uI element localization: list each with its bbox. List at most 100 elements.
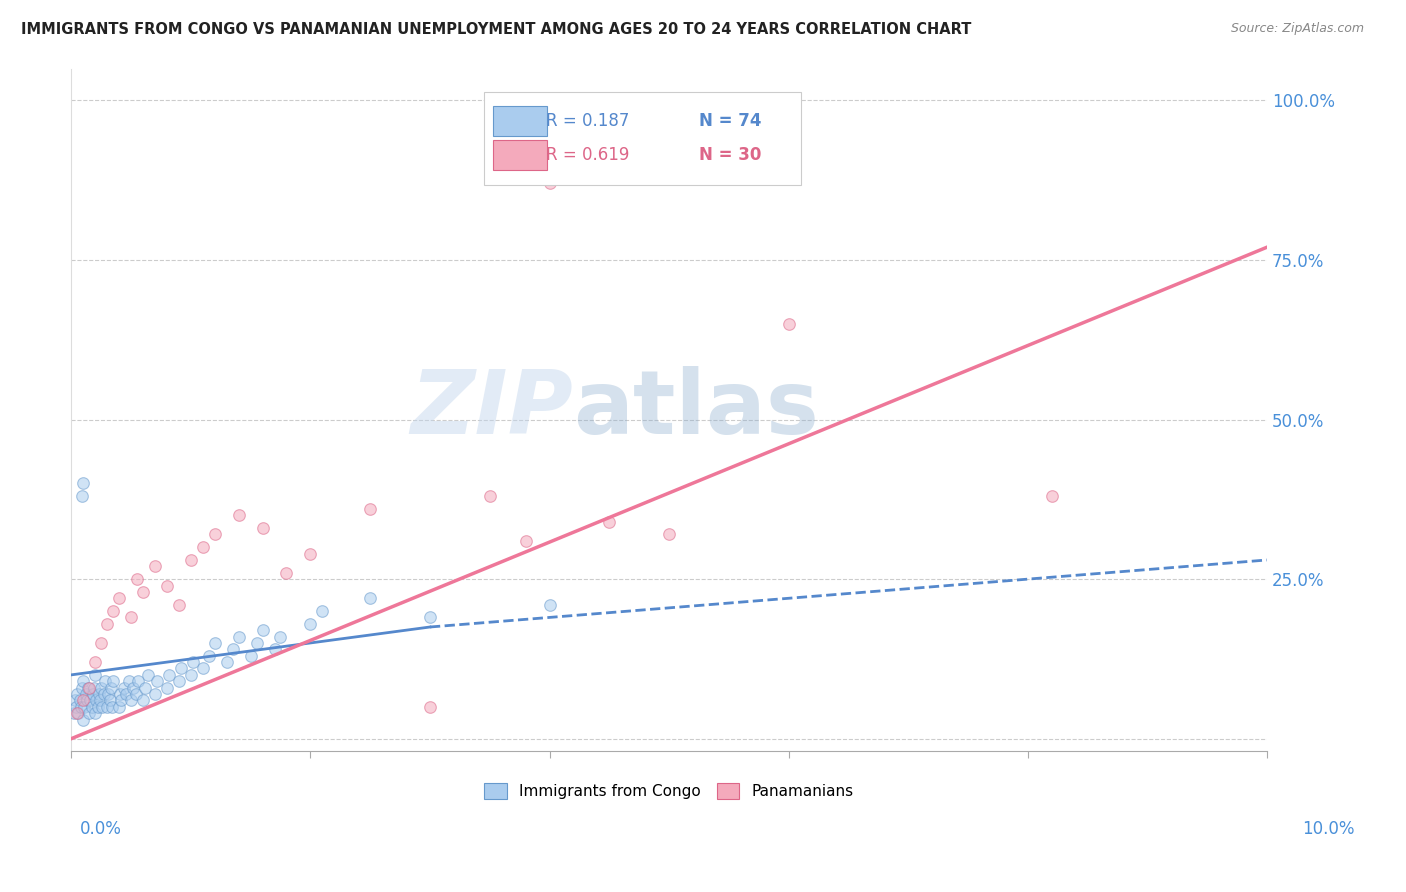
Point — [83, 681, 105, 695]
Point — [156, 578, 179, 592]
Point — [299, 616, 322, 631]
Point — [84, 668, 107, 682]
Point — [72, 674, 94, 689]
Point — [101, 674, 124, 689]
Point — [515, 533, 537, 548]
Point — [170, 661, 193, 675]
Point — [538, 598, 561, 612]
FancyBboxPatch shape — [494, 106, 547, 136]
Point — [239, 648, 262, 663]
Point — [245, 636, 267, 650]
Point — [115, 687, 138, 701]
Text: R = 0.187: R = 0.187 — [546, 112, 630, 130]
Point — [97, 687, 120, 701]
Point — [96, 699, 118, 714]
Text: N = 74: N = 74 — [699, 112, 762, 130]
Point — [66, 687, 89, 701]
Point — [70, 681, 93, 695]
Point — [204, 527, 226, 541]
Text: Source: ZipAtlas.com: Source: ZipAtlas.com — [1230, 22, 1364, 36]
Point — [76, 693, 98, 707]
Point — [359, 591, 381, 606]
Point — [136, 668, 159, 682]
Point — [101, 699, 124, 714]
Point — [120, 693, 142, 707]
Point — [84, 655, 107, 669]
Point — [79, 693, 101, 707]
Point — [84, 706, 107, 721]
Point — [62, 706, 84, 721]
Point — [89, 693, 111, 707]
Text: 10.0%: 10.0% — [1302, 820, 1355, 838]
Point — [180, 668, 202, 682]
Point — [108, 591, 131, 606]
Point — [87, 687, 110, 701]
Point — [132, 585, 155, 599]
Text: R = 0.619: R = 0.619 — [546, 146, 630, 164]
Point — [93, 674, 115, 689]
Point — [101, 604, 124, 618]
Point — [156, 681, 179, 695]
Text: IMMIGRANTS FROM CONGO VS PANAMANIAN UNEMPLOYMENT AMONG AGES 20 TO 24 YEARS CORRE: IMMIGRANTS FROM CONGO VS PANAMANIAN UNEM… — [21, 22, 972, 37]
Point — [86, 693, 108, 707]
Point — [93, 687, 115, 701]
Point — [110, 693, 132, 707]
Text: ZIP: ZIP — [411, 367, 574, 453]
Text: atlas: atlas — [574, 367, 820, 453]
Point — [221, 642, 243, 657]
FancyBboxPatch shape — [494, 140, 547, 170]
Point — [228, 508, 250, 523]
Point — [72, 713, 94, 727]
Point — [538, 177, 561, 191]
Point — [157, 668, 180, 682]
Point — [146, 674, 169, 689]
Point — [73, 699, 96, 714]
Point — [96, 616, 118, 631]
Point — [82, 687, 104, 701]
Point — [197, 648, 219, 663]
Point — [143, 687, 166, 701]
Point — [90, 636, 112, 650]
Point — [75, 687, 97, 701]
Point — [478, 489, 501, 503]
Point — [117, 674, 139, 689]
Point — [65, 699, 87, 714]
Point — [69, 699, 91, 714]
Point — [167, 598, 190, 612]
Point — [122, 681, 145, 695]
Point — [77, 681, 100, 695]
Point — [252, 521, 274, 535]
Point — [263, 642, 285, 657]
Point — [112, 681, 135, 695]
Point — [77, 681, 100, 695]
Point — [191, 661, 214, 675]
Point — [110, 687, 132, 701]
Point — [66, 706, 89, 721]
Point — [125, 687, 148, 701]
Text: 0.0%: 0.0% — [80, 820, 122, 838]
Point — [100, 681, 122, 695]
Point — [252, 623, 274, 637]
Point — [108, 699, 131, 714]
Point — [167, 674, 190, 689]
Point — [132, 693, 155, 707]
Point — [228, 630, 250, 644]
Point — [72, 693, 94, 707]
Point — [127, 674, 149, 689]
Point — [72, 476, 94, 491]
Point — [69, 693, 91, 707]
Point — [67, 706, 90, 721]
Point — [778, 317, 800, 331]
Point — [120, 610, 142, 624]
Point — [276, 566, 298, 580]
Point — [269, 630, 291, 644]
Point — [311, 604, 333, 618]
Legend: Immigrants from Congo, Panamanians: Immigrants from Congo, Panamanians — [478, 777, 860, 805]
Point — [419, 699, 441, 714]
Point — [63, 693, 86, 707]
Point — [598, 515, 620, 529]
Point — [180, 553, 202, 567]
Point — [90, 681, 112, 695]
Point — [204, 636, 226, 650]
Point — [134, 681, 156, 695]
